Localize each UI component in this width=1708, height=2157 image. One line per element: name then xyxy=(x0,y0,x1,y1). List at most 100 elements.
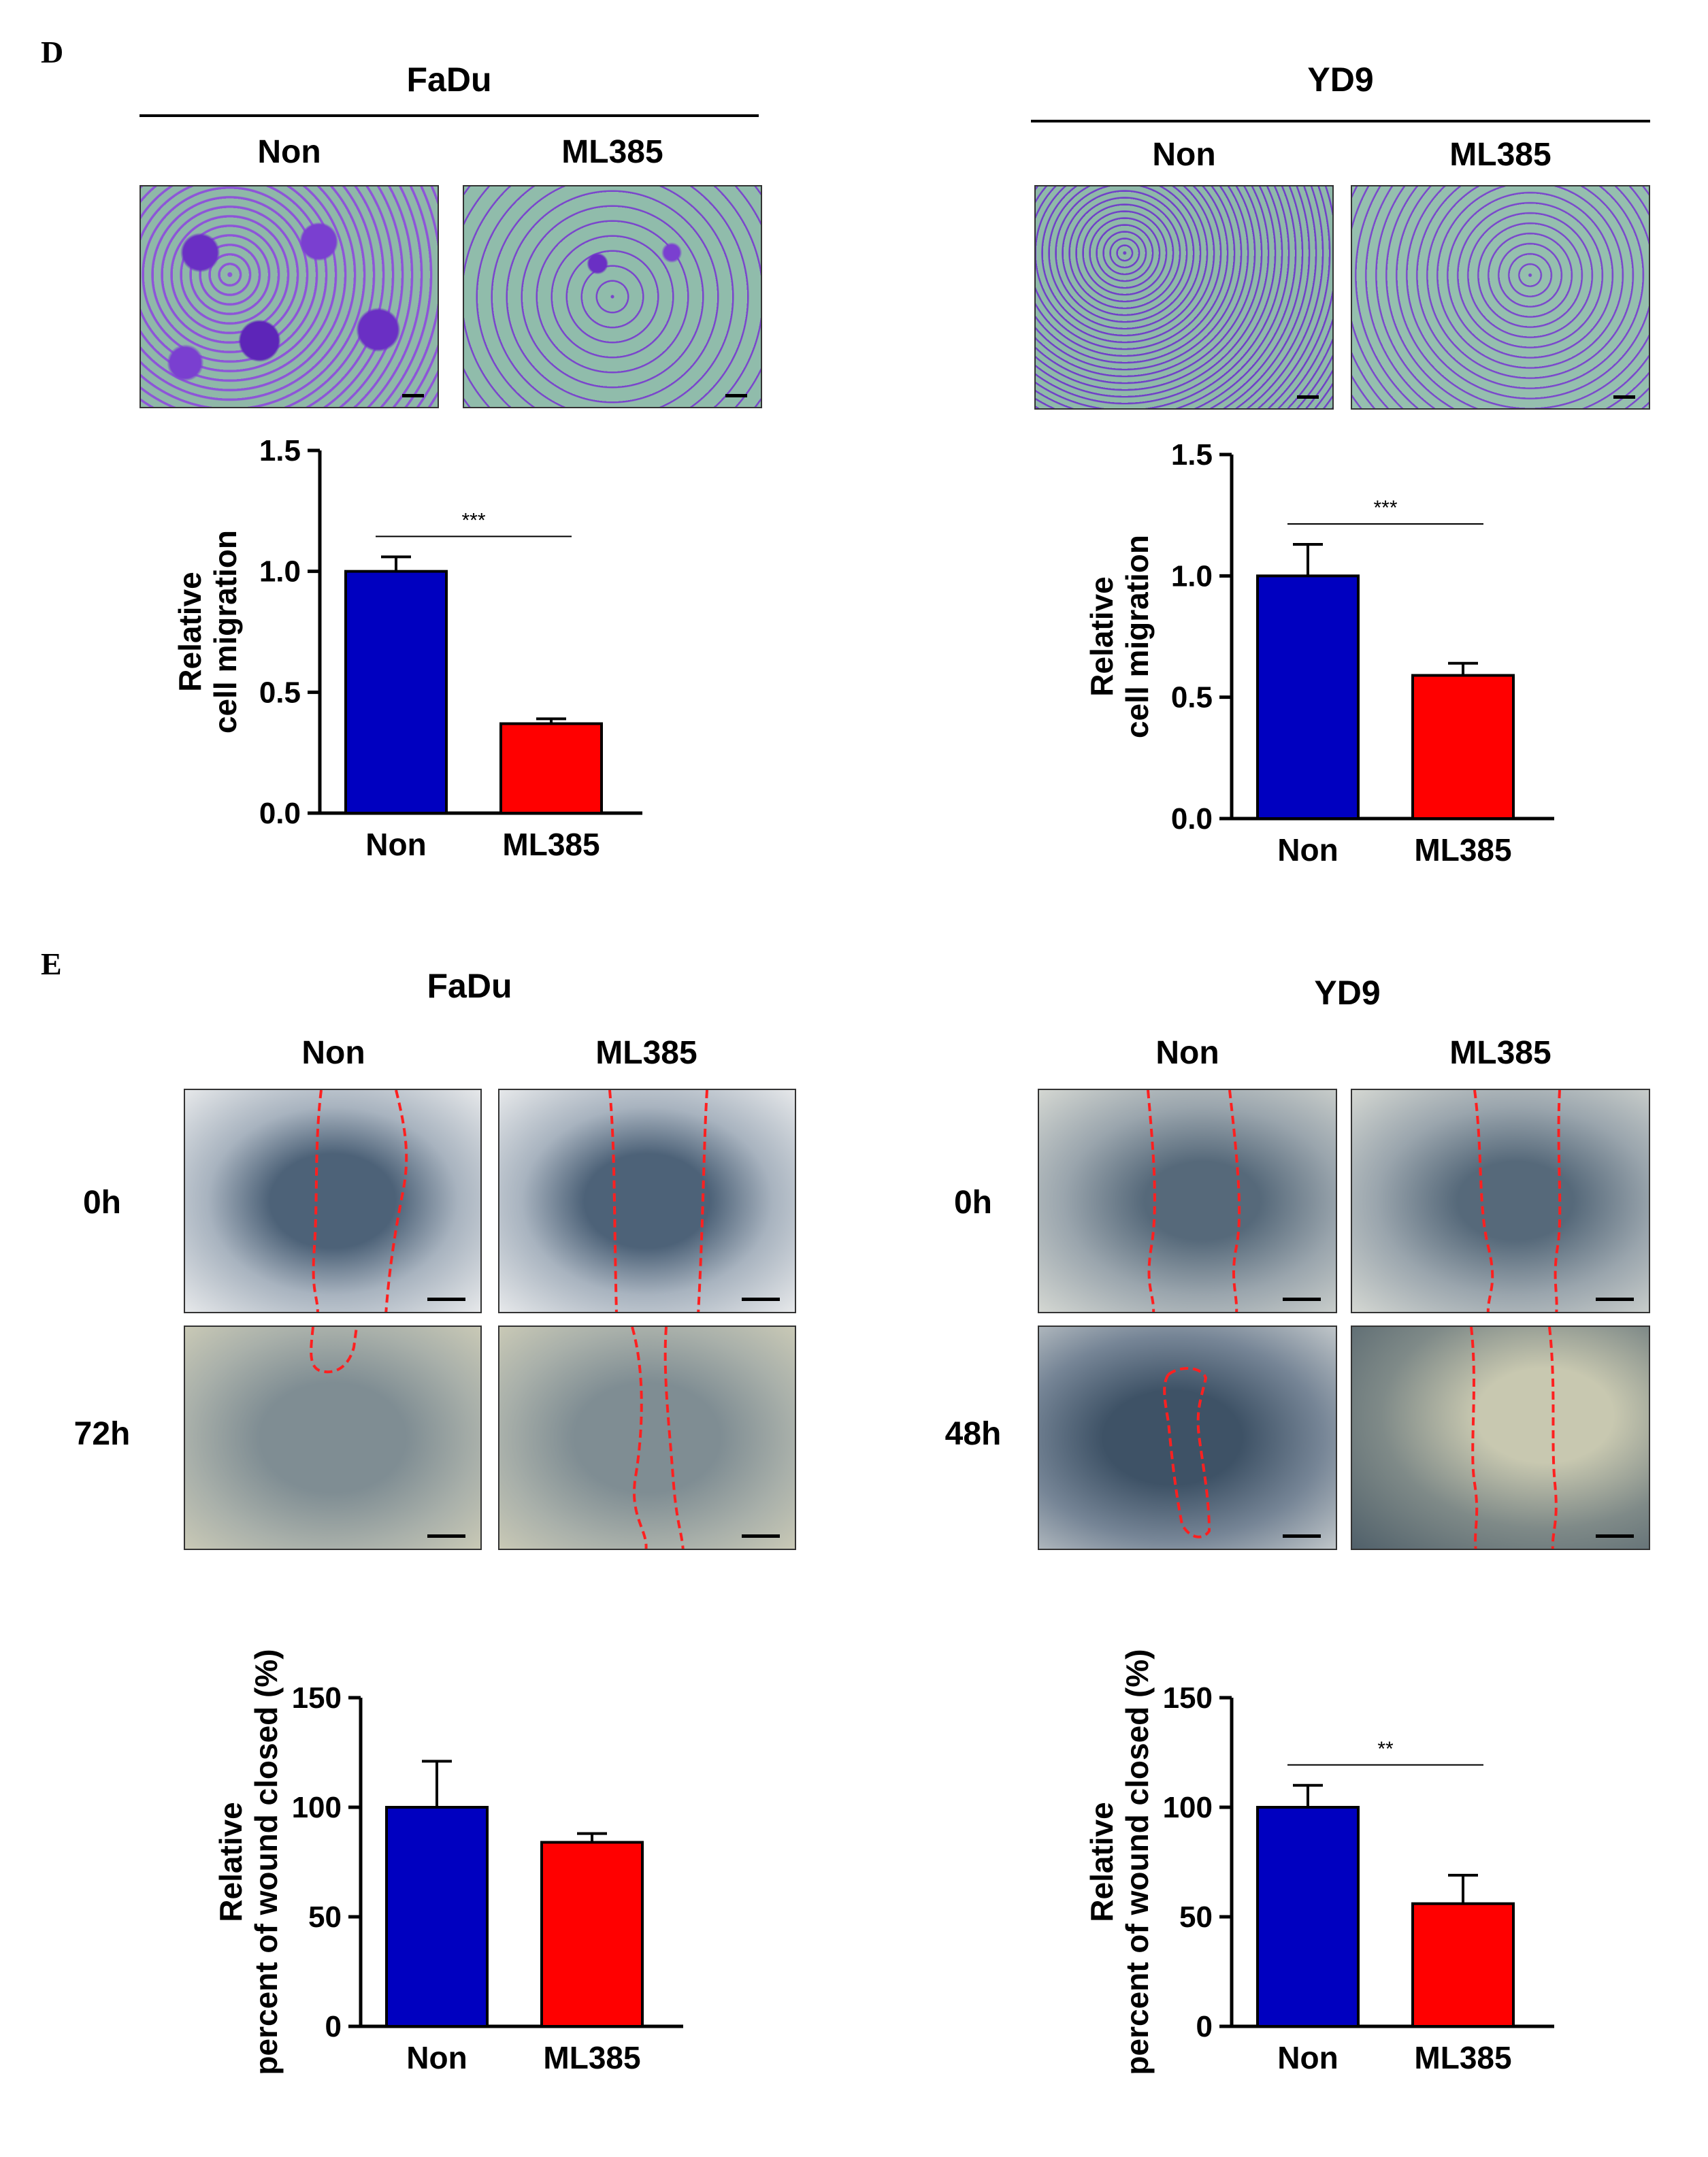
y-axis-label: Relativecell migration xyxy=(172,530,243,734)
bar-ml385 xyxy=(499,722,603,814)
bar-non xyxy=(385,1806,489,2028)
wound-edge-lines xyxy=(1473,1090,1562,1312)
x-tick-label: Non xyxy=(365,827,426,862)
scale-bar xyxy=(1297,395,1319,399)
e-fadu-cond-non: Non xyxy=(301,1035,365,1071)
bar-ml385 xyxy=(540,1841,644,2028)
y-tick-label: 1.5 xyxy=(259,434,301,467)
y-tick-label: 0 xyxy=(325,2010,342,2043)
e-yd9-title: YD9 xyxy=(1314,974,1381,1012)
bar-ml385 xyxy=(1411,674,1515,821)
scale-bar xyxy=(1596,1298,1634,1301)
y-tick-label: 150 xyxy=(1163,1681,1213,1715)
x-tick-label: Non xyxy=(406,2040,467,2075)
y-tick-label: 0.0 xyxy=(259,797,301,830)
scale-bar xyxy=(402,394,424,397)
panel-letter-e: E xyxy=(41,946,62,981)
y-axis-label: Relativecell migration xyxy=(1084,535,1155,738)
wound-edge-lines xyxy=(312,1090,408,1312)
scale-bar xyxy=(1596,1534,1634,1538)
scale-bar xyxy=(725,394,747,397)
y-axis-label: Relativepercent of wound closed (%) xyxy=(213,1649,284,2075)
wound-edge-lines xyxy=(631,1327,685,1549)
y-axis-label-line: Relative xyxy=(172,572,208,691)
d-yd9-title: YD9 xyxy=(1307,61,1374,99)
transwell-yd9-non-image xyxy=(1034,185,1334,410)
scale-bar xyxy=(1283,1298,1321,1301)
significance-label: *** xyxy=(461,509,485,531)
panel-letter-d: D xyxy=(41,35,64,69)
d-yd9-title-rule xyxy=(1031,120,1650,122)
d-fadu-cond-ml385: ML385 xyxy=(561,134,663,170)
x-tick-label: Non xyxy=(1277,2040,1338,2075)
wound-edge-lines xyxy=(310,1327,358,1374)
d-fadu-migration-chart: 0.0 0.5 1.0 1.5 Relativecell migration Non ML3… xyxy=(172,434,642,862)
y-axis-label-line: Relative xyxy=(1084,576,1119,696)
y-tick-label: 50 xyxy=(1179,1900,1213,1934)
wound-edge-lines xyxy=(608,1090,708,1312)
transwell-fadu-ml385-image xyxy=(463,185,762,408)
bar-non xyxy=(1256,1806,1360,2028)
x-tick-label: ML385 xyxy=(543,2040,640,2075)
scale-bar xyxy=(1613,395,1635,399)
y-axis-label-line: cell migration xyxy=(208,530,243,734)
transwell-fadu-non-image xyxy=(139,185,439,408)
e-yd9-cond-non: Non xyxy=(1155,1035,1219,1071)
wound-edge-lines xyxy=(1163,1366,1211,1538)
bar-non xyxy=(344,570,448,815)
scale-bar xyxy=(427,1298,465,1301)
y-tick-label: 1.5 xyxy=(1171,438,1213,472)
wound-fadu-non-0h-image xyxy=(184,1089,482,1313)
y-axis-label: Relativepercent of wound closed (%) xyxy=(1084,1649,1155,2075)
wound-yd9-non-48h-image xyxy=(1038,1326,1337,1550)
wound-fadu-ml385-0h-image xyxy=(498,1089,796,1313)
y-tick-label: 100 xyxy=(1163,1791,1213,1824)
significance-label: *** xyxy=(1373,497,1397,519)
e-yd9-cond-ml385: ML385 xyxy=(1449,1035,1551,1071)
wound-edge-lines xyxy=(1470,1327,1558,1549)
y-tick-label: 50 xyxy=(308,1900,342,1934)
y-tick-label: 1.0 xyxy=(1171,559,1213,593)
y-tick-label: 150 xyxy=(292,1681,342,1715)
wound-yd9-ml385-0h-image xyxy=(1351,1089,1650,1313)
y-tick-label: 0 xyxy=(1196,2010,1213,2043)
e-fadu-time-0h: 0h xyxy=(82,1185,121,1221)
wound-fadu-non-72h-image xyxy=(184,1326,482,1550)
e-yd9-time-0h: 0h xyxy=(953,1185,992,1221)
y-axis-label-line: percent of wound closed (%) xyxy=(1119,1649,1155,2075)
d-yd9-migration-chart: 0.0 0.5 1.0 1.5 Relativecell migration Non ML3… xyxy=(1084,438,1554,868)
d-fadu-title: FaDu xyxy=(406,61,492,99)
d-fadu-title-rule xyxy=(139,114,759,117)
y-axis-label-line: Relative xyxy=(1084,1802,1119,1922)
bar-ml385 xyxy=(1411,1902,1515,2028)
e-fadu-title: FaDu xyxy=(427,967,512,1005)
d-yd9-cond-non: Non xyxy=(1152,137,1216,173)
wound-yd9-non-0h-image xyxy=(1038,1089,1337,1313)
y-axis-label-line: percent of wound closed (%) xyxy=(248,1649,284,2075)
wound-fadu-ml385-72h-image xyxy=(498,1326,796,1550)
y-axis-label-line: Relative xyxy=(213,1802,248,1922)
scale-bar xyxy=(1283,1534,1321,1538)
scale-bar xyxy=(742,1534,780,1538)
y-tick-label: 0.0 xyxy=(1171,802,1213,836)
y-tick-label: 0.5 xyxy=(259,676,301,709)
e-fadu-time-72h: 72h xyxy=(73,1416,131,1452)
y-axis-label-line: cell migration xyxy=(1119,535,1155,738)
x-tick-label: ML385 xyxy=(502,827,600,862)
scale-bar xyxy=(427,1534,465,1538)
x-tick-label: Non xyxy=(1277,832,1338,868)
scale-bar xyxy=(742,1298,780,1301)
d-fadu-cond-non: Non xyxy=(257,134,321,170)
d-yd9-cond-ml385: ML385 xyxy=(1449,137,1551,173)
wound-yd9-ml385-48h-image xyxy=(1351,1326,1650,1550)
wound-edge-lines xyxy=(1147,1090,1241,1312)
y-tick-label: 1.0 xyxy=(259,555,301,589)
e-yd9-time-48h: 48h xyxy=(945,1416,1002,1452)
transwell-yd9-ml385-image xyxy=(1351,185,1650,410)
bar-non xyxy=(1256,574,1360,820)
e-fadu-cond-ml385: ML385 xyxy=(595,1035,697,1071)
y-tick-label: 100 xyxy=(292,1791,342,1824)
y-tick-label: 0.5 xyxy=(1171,681,1213,714)
